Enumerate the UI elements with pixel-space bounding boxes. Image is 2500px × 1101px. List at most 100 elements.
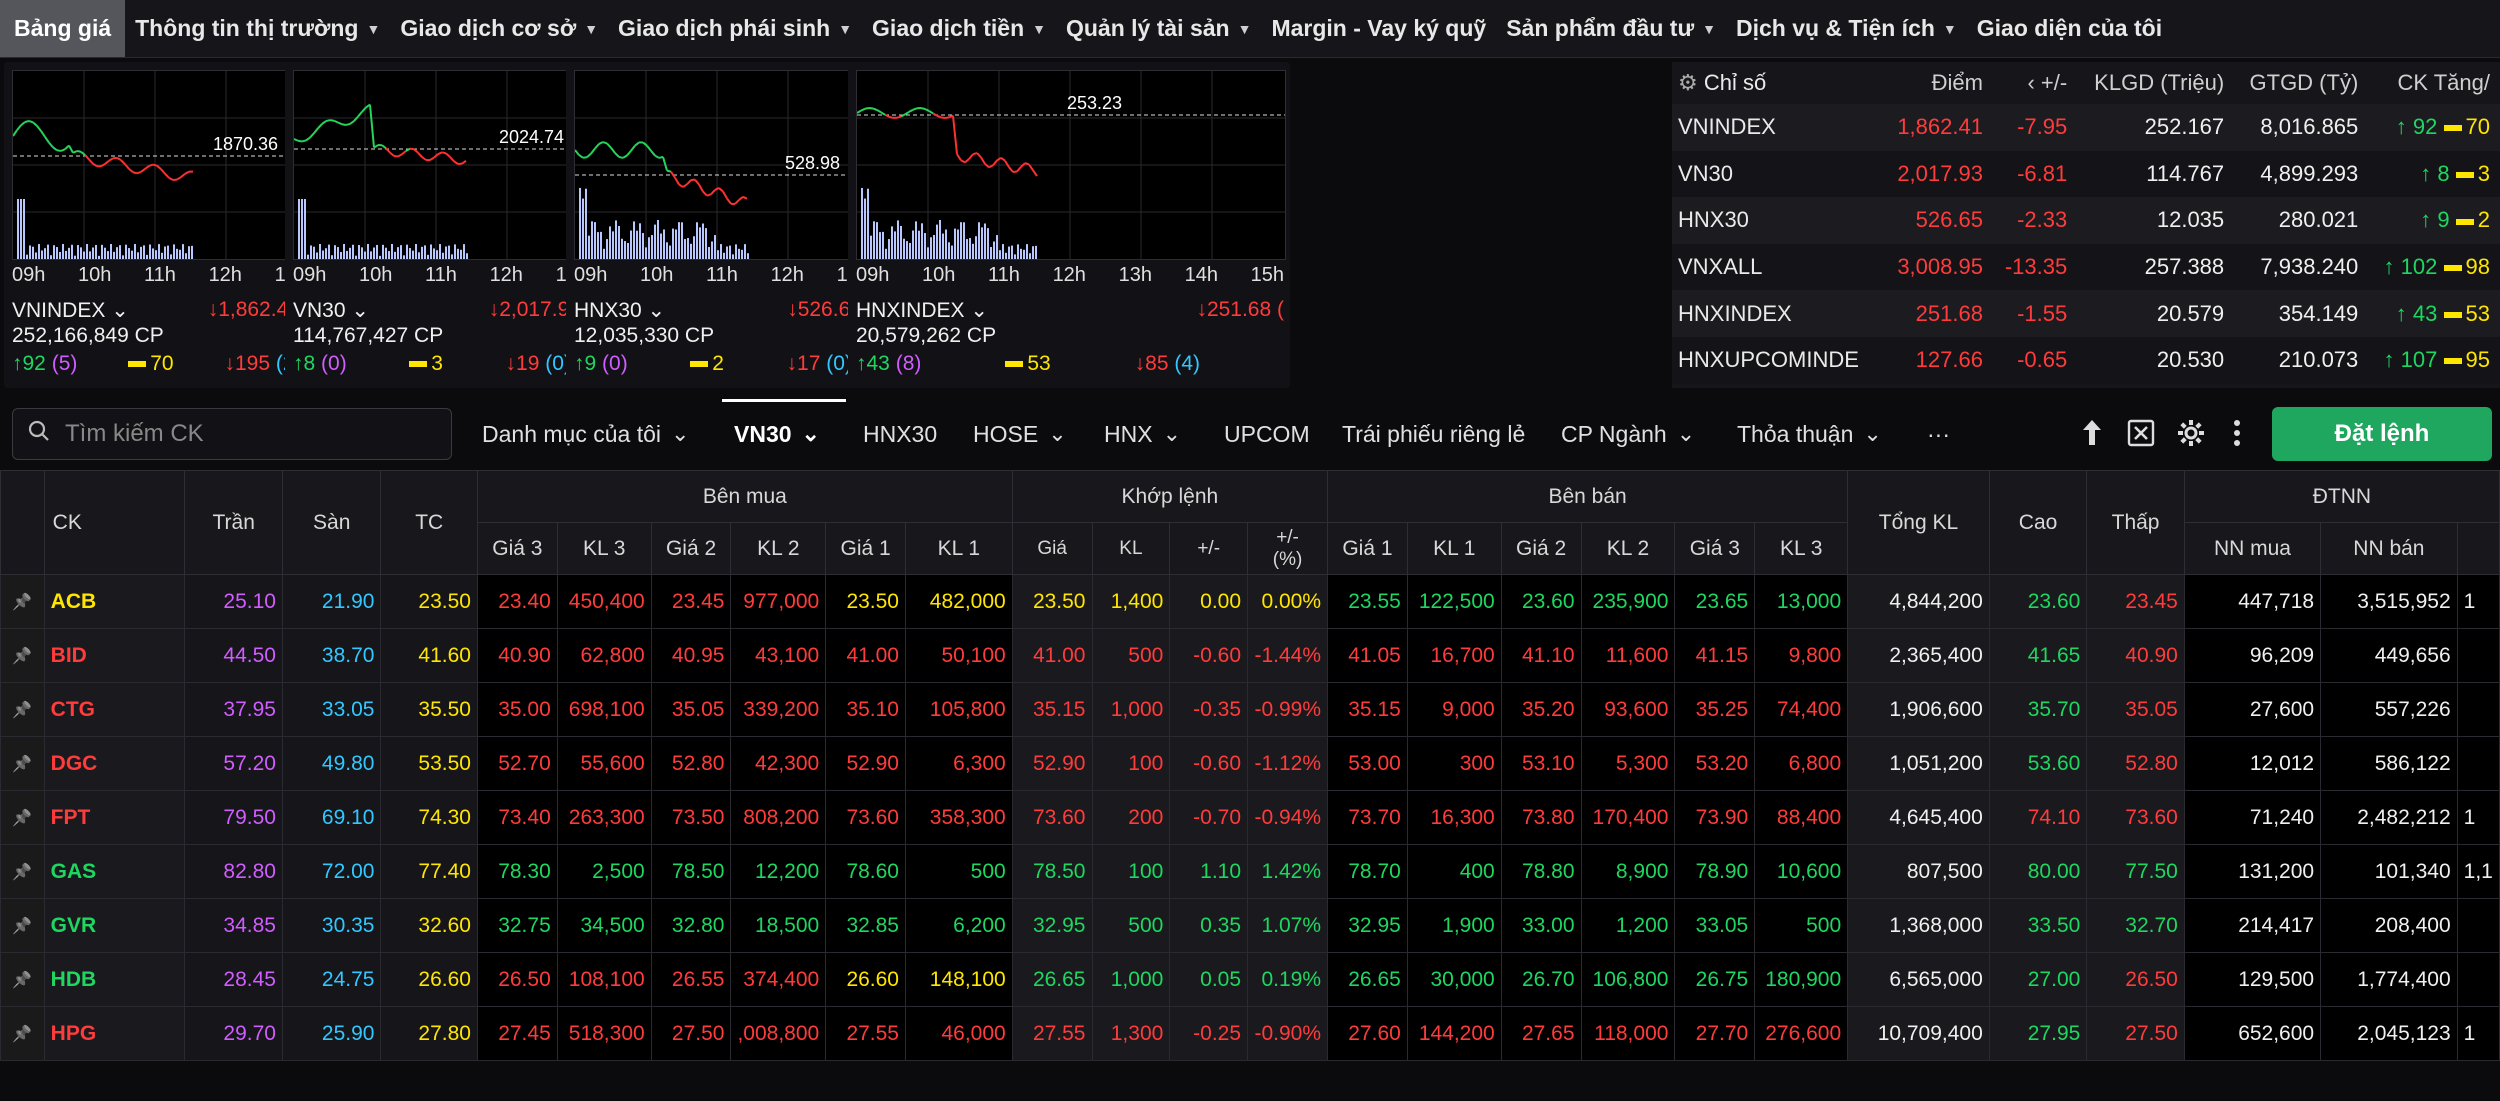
bid-volume-2[interactable]: 977,000: [730, 574, 827, 629]
bid-price-2[interactable]: 32.80: [650, 898, 732, 953]
tab-6[interactable]: Trái phiếu riêng lẻ: [1342, 412, 1525, 456]
nav-item-5[interactable]: Quản lý tài sản ▼: [1056, 0, 1261, 57]
ask-price-3[interactable]: 33.05: [1674, 898, 1756, 953]
bid-volume-1[interactable]: 482,000: [905, 574, 1013, 629]
stock-search[interactable]: [12, 408, 452, 460]
bid-volume-2[interactable]: 12,200: [730, 844, 827, 899]
tab-7[interactable]: CP Ngành ⌄: [1561, 412, 1695, 456]
bid-volume-1[interactable]: 148,100: [905, 952, 1013, 1007]
bid-price-2[interactable]: 35.05: [650, 682, 732, 737]
ask-price-1[interactable]: 23.55: [1327, 574, 1408, 629]
stock-row[interactable]: 📌 CTG 37.95 33.05 35.50 35.00 698,100 35.05 339,…: [0, 682, 2500, 737]
stock-row[interactable]: 📌 HDB 28.45 24.75 26.60 26.50 108,100 26.55 374,…: [0, 952, 2500, 1007]
bid-volume-2[interactable]: ,008,800: [730, 1006, 827, 1061]
stock-row[interactable]: 📌 DGC 57.20 49.80 53.50 52.70 55,600 52.80 42,30…: [0, 736, 2500, 791]
ask-volume-1[interactable]: 300: [1406, 736, 1502, 791]
bid-volume-3[interactable]: 450,400: [556, 574, 652, 629]
tab-9[interactable]: ···: [1927, 412, 1950, 456]
bid-price-2[interactable]: 40.95: [650, 628, 732, 683]
ask-price-1[interactable]: 27.60: [1327, 1006, 1408, 1061]
ask-volume-3[interactable]: 500: [1754, 898, 1849, 953]
bid-price-3[interactable]: 40.90: [476, 628, 558, 683]
bid-price-3[interactable]: 23.40: [476, 574, 558, 629]
bid-price-3[interactable]: 78.30: [476, 844, 558, 899]
bid-price-3[interactable]: 35.00: [476, 682, 558, 737]
ask-price-3[interactable]: 41.15: [1674, 628, 1756, 683]
pin-icon[interactable]: 📌: [0, 898, 45, 953]
ask-volume-2[interactable]: 5,300: [1580, 736, 1676, 791]
ask-volume-2[interactable]: 170,400: [1580, 790, 1676, 845]
nav-item-7[interactable]: Sản phẩm đầu tư ▼: [1496, 0, 1726, 57]
stock-row[interactable]: 📌 FPT 79.50 69.10 74.30 73.40 263,300 73.50 808,…: [0, 790, 2500, 845]
ask-volume-3[interactable]: 180,900: [1754, 952, 1849, 1007]
bid-price-1[interactable]: 73.60: [825, 790, 906, 845]
ask-price-3[interactable]: 23.65: [1674, 574, 1756, 629]
bid-price-3[interactable]: 27.45: [476, 1006, 558, 1061]
index-name[interactable]: VN30 ⌄: [293, 298, 369, 323]
ask-volume-3[interactable]: 276,600: [1754, 1006, 1849, 1061]
ask-price-3[interactable]: 78.90: [1674, 844, 1756, 899]
sort-arrows-icon[interactable]: ‹: [2027, 70, 2041, 95]
bid-price-1[interactable]: 52.90: [825, 736, 906, 791]
bid-volume-3[interactable]: 263,300: [556, 790, 652, 845]
nav-item-9[interactable]: Giao diện của tôi: [1967, 0, 2172, 57]
ask-price-1[interactable]: 35.15: [1327, 682, 1408, 737]
ask-volume-1[interactable]: 1,900: [1406, 898, 1502, 953]
pin-icon[interactable]: 📌: [0, 628, 45, 683]
ask-volume-2[interactable]: 8,900: [1580, 844, 1676, 899]
stock-row[interactable]: 📌 BID 44.50 38.70 41.60 40.90 62,800 40.95 43,10…: [0, 628, 2500, 683]
ask-volume-3[interactable]: 9,800: [1754, 628, 1849, 683]
nav-item-0[interactable]: Bảng giá: [0, 0, 126, 57]
index-table-row[interactable]: HNX30 526.65 -2.33 12.035 280.021 ↑ 9 2: [1672, 197, 2500, 244]
chart-panel-hnxindex[interactable]: 253.23 09h 10h 11h 12h 13h 14h 15h HNXINDEX ⌄ ↓25…: [848, 62, 1290, 388]
bid-price-2[interactable]: 26.55: [650, 952, 732, 1007]
tab-5[interactable]: UPCOM: [1224, 412, 1310, 456]
bid-volume-2[interactable]: 18,500: [730, 898, 827, 953]
index-table-row[interactable]: VNXALL 3,008.95 -13.35 257.388 7,938.240 ↑ 10…: [1672, 243, 2500, 291]
ask-price-2[interactable]: 41.10: [1500, 628, 1582, 683]
ask-price-3[interactable]: 35.25: [1674, 682, 1756, 737]
tab-2[interactable]: HNX30: [863, 412, 937, 456]
stock-symbol[interactable]: HDB: [43, 952, 186, 1007]
pin-icon[interactable]: 📌: [0, 682, 45, 737]
bid-volume-2[interactable]: 339,200: [730, 682, 827, 737]
upload-icon[interactable]: [2080, 418, 2104, 454]
pin-icon[interactable]: 📌: [0, 952, 45, 1007]
ask-volume-1[interactable]: 122,500: [1406, 574, 1502, 629]
excel-export-icon[interactable]: [2126, 418, 2156, 454]
bid-volume-2[interactable]: 42,300: [730, 736, 827, 791]
bid-price-2[interactable]: 52.80: [650, 736, 732, 791]
bid-volume-1[interactable]: 358,300: [905, 790, 1013, 845]
bid-volume-1[interactable]: 500: [905, 844, 1013, 899]
ask-volume-1[interactable]: 144,200: [1406, 1006, 1502, 1061]
ask-price-2[interactable]: 53.10: [1500, 736, 1582, 791]
bid-volume-3[interactable]: 108,100: [556, 952, 652, 1007]
nav-item-8[interactable]: Dịch vụ & Tiện ích ▼: [1726, 0, 1967, 57]
ask-volume-3[interactable]: 88,400: [1754, 790, 1849, 845]
bid-volume-1[interactable]: 105,800: [905, 682, 1013, 737]
ask-volume-2[interactable]: 235,900: [1580, 574, 1676, 629]
index-table-row[interactable]: HNXUPCOMINDE 127.66 -0.65 20.530 210.073 ↑ 10…: [1672, 336, 2500, 384]
ask-volume-2[interactable]: 106,800: [1580, 952, 1676, 1007]
stock-symbol[interactable]: FPT: [43, 790, 186, 845]
stock-row[interactable]: 📌 GAS 82.80 72.00 77.40 78.30 2,500 78.50 12,200…: [0, 844, 2500, 899]
ask-price-3[interactable]: 73.90: [1674, 790, 1756, 845]
bid-volume-2[interactable]: 808,200: [730, 790, 827, 845]
tab-1[interactable]: VN30 ⌄: [734, 412, 820, 456]
bid-volume-1[interactable]: 50,100: [905, 628, 1013, 683]
stock-row[interactable]: 📌 ACB 25.10 21.90 23.50 23.40 450,400 23.45 977,…: [0, 574, 2500, 629]
bid-volume-3[interactable]: 698,100: [556, 682, 652, 737]
index-table-row[interactable]: VNINDEX 1,862.41 -7.95 252.167 8,016.865 ↑ 92…: [1672, 104, 2500, 151]
ask-volume-3[interactable]: 6,800: [1754, 736, 1849, 791]
bid-price-2[interactable]: 78.50: [650, 844, 732, 899]
stock-symbol[interactable]: BID: [43, 628, 186, 683]
ask-price-3[interactable]: 27.70: [1674, 1006, 1756, 1061]
bid-price-3[interactable]: 52.70: [476, 736, 558, 791]
ask-volume-1[interactable]: 16,700: [1406, 628, 1502, 683]
stock-symbol[interactable]: GVR: [43, 898, 186, 953]
bid-price-1[interactable]: 35.10: [825, 682, 906, 737]
bid-volume-1[interactable]: 6,200: [905, 898, 1013, 953]
nav-item-3[interactable]: Giao dịch phái sinh ▼: [608, 0, 862, 57]
bid-volume-1[interactable]: 46,000: [905, 1006, 1013, 1061]
stock-symbol[interactable]: ACB: [43, 574, 186, 629]
